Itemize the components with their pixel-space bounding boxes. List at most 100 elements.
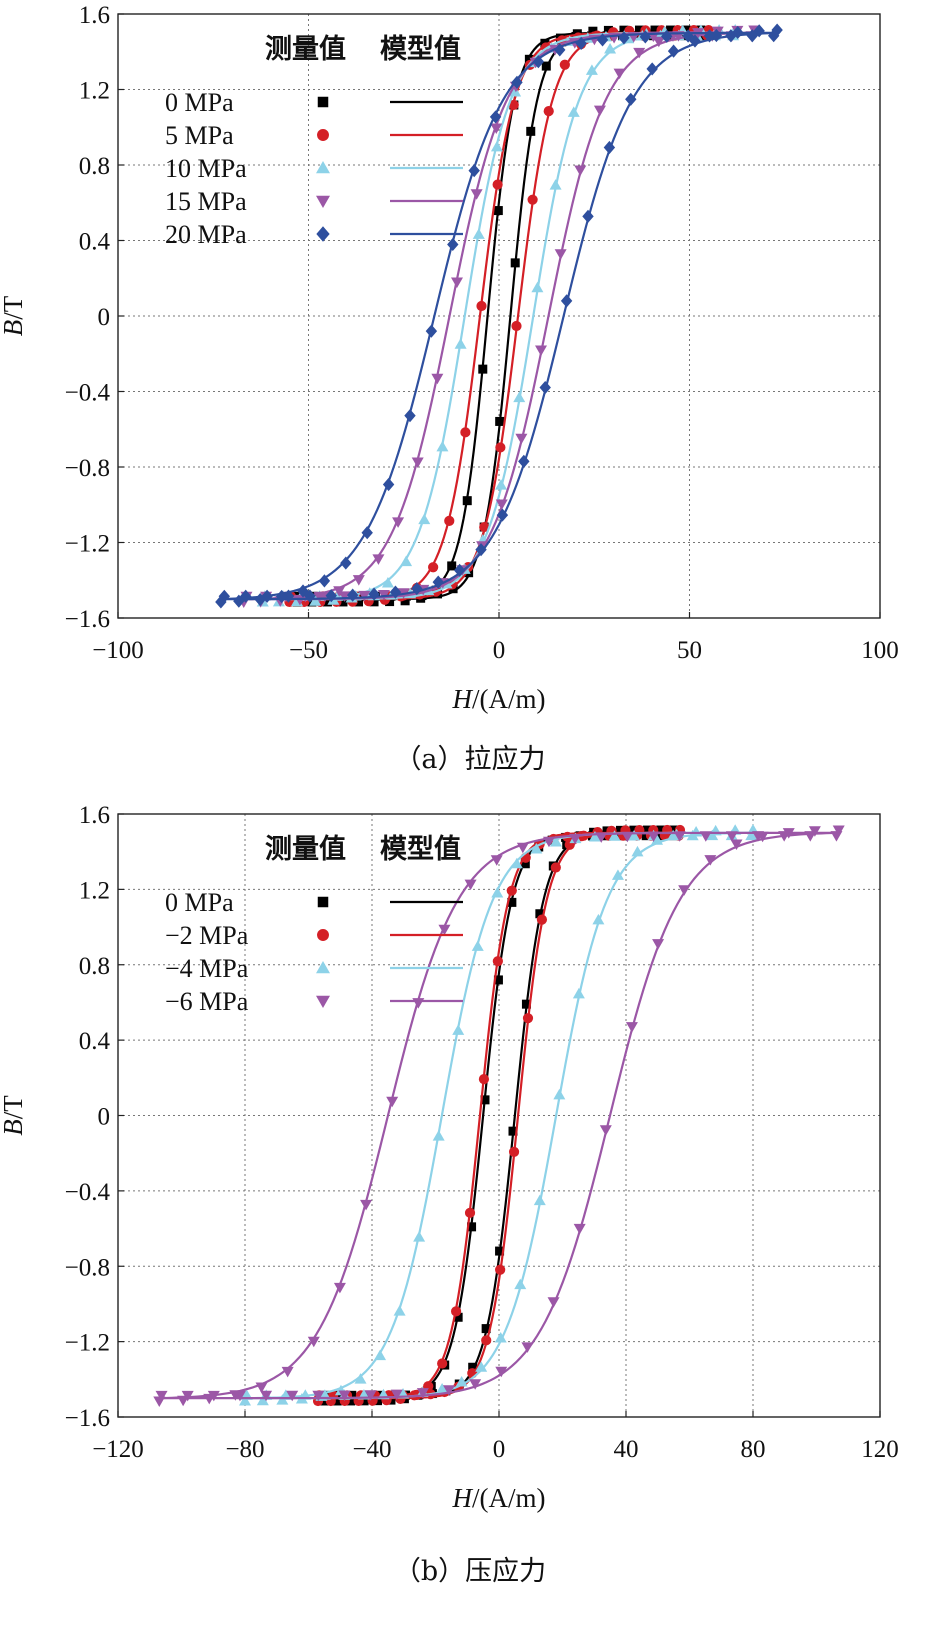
y-tick-label: 0.4 xyxy=(79,229,111,256)
measured-point xyxy=(411,582,423,596)
measured-point xyxy=(374,1349,387,1361)
measured-point xyxy=(392,517,405,528)
legend-label: 10 MPa xyxy=(165,154,247,183)
measured-point xyxy=(508,1146,520,1157)
measured-point xyxy=(358,590,371,602)
measured-point xyxy=(322,597,332,607)
y-tick-label: 0.8 xyxy=(79,153,110,180)
measured-point xyxy=(686,829,699,841)
series--6-MPa xyxy=(153,825,845,1407)
y-tick-label: −1.6 xyxy=(65,1405,110,1432)
measured-point xyxy=(661,29,673,43)
measured-point xyxy=(495,479,508,490)
measured-point xyxy=(471,940,484,951)
measured-point xyxy=(513,391,526,403)
measured-point xyxy=(352,575,365,586)
measured-point xyxy=(647,831,660,842)
measured-point xyxy=(495,499,508,511)
measured-point xyxy=(596,33,609,47)
measured-point xyxy=(359,1396,369,1406)
measured-point xyxy=(479,521,490,533)
legend-header-model: 模型值 xyxy=(380,834,461,865)
y-tick-label: −0.4 xyxy=(65,380,111,407)
measured-point xyxy=(633,47,646,59)
measured-point xyxy=(338,597,348,607)
measured-point xyxy=(492,179,503,190)
measured-point xyxy=(603,25,613,35)
measured-point xyxy=(369,597,379,607)
measured-point xyxy=(361,526,373,540)
measured-point xyxy=(652,939,665,950)
measured-point xyxy=(229,1390,242,1401)
measured-point xyxy=(491,886,504,898)
measured-point xyxy=(516,842,529,854)
y-tick-label: 1.2 xyxy=(79,78,110,105)
y-tick-label: 1.2 xyxy=(79,877,110,904)
measured-point xyxy=(153,1396,166,1407)
measured-point xyxy=(629,825,639,835)
measured-point xyxy=(425,324,438,338)
x-tick-label: 0 xyxy=(493,1436,506,1463)
measured-point xyxy=(307,1336,320,1348)
y-tick-label: −0.8 xyxy=(65,455,110,482)
measured-point xyxy=(593,105,606,117)
measured-point xyxy=(276,1394,289,1405)
measured-point xyxy=(753,24,765,38)
y-tick-label: 0 xyxy=(98,1104,111,1131)
measured-point xyxy=(490,855,503,866)
measured-point xyxy=(478,1074,490,1085)
measured-point xyxy=(256,1394,269,1406)
measured-point xyxy=(682,29,694,43)
measured-point xyxy=(494,1332,507,1343)
x-tick-label: −80 xyxy=(225,1436,264,1463)
measured-point xyxy=(778,831,791,842)
measured-point xyxy=(431,373,444,385)
measured-point xyxy=(393,1305,406,1316)
measured-point xyxy=(655,831,665,841)
measured-point xyxy=(475,1361,488,1372)
measured-point xyxy=(490,140,503,152)
measured-point xyxy=(730,839,743,851)
measured-point xyxy=(514,1278,527,1290)
measured-point xyxy=(613,68,626,80)
measured-point xyxy=(332,1396,342,1406)
y-tick-label: −1.2 xyxy=(65,531,110,558)
measured-point xyxy=(215,595,227,609)
measured-point xyxy=(532,55,545,69)
measured-point xyxy=(493,206,503,216)
measured-point xyxy=(286,1390,299,1402)
measured-point xyxy=(239,1394,251,1406)
measured-point xyxy=(436,1383,449,1394)
measured-point xyxy=(496,508,509,522)
measured-point xyxy=(573,1223,586,1235)
measured-point xyxy=(444,515,455,527)
measured-point xyxy=(506,885,517,896)
measured-point xyxy=(432,575,444,589)
measured-point xyxy=(239,589,252,603)
measured-point xyxy=(318,574,331,588)
measured-point xyxy=(746,29,759,43)
y-tick-label: −1.2 xyxy=(65,1330,110,1357)
measured-point xyxy=(526,126,536,136)
measured-point xyxy=(467,1222,477,1232)
measured-point xyxy=(508,1126,518,1136)
measured-point xyxy=(364,1390,377,1401)
measured-point xyxy=(527,194,538,205)
measured-point xyxy=(495,1366,508,1378)
chart-panel-a: −1.6 −1.2 −0.8 −0.4 0 0.4 0.8 1.2 1.6 −100 −50 0 50 1… xyxy=(0,2,899,775)
measured-point xyxy=(381,577,394,588)
measured-point xyxy=(255,1382,268,1393)
measured-point xyxy=(567,106,580,117)
measured-point xyxy=(575,36,587,50)
measured-point xyxy=(569,833,582,845)
measured-point xyxy=(542,836,555,848)
measured-point xyxy=(493,975,503,985)
measured-point xyxy=(468,1362,478,1372)
measured-point xyxy=(443,1385,456,1396)
measured-point xyxy=(297,584,309,598)
y-tick-label: 1.6 xyxy=(79,802,110,829)
measured-point xyxy=(455,1375,468,1387)
measured-point xyxy=(678,885,691,896)
measured-point xyxy=(535,909,545,919)
